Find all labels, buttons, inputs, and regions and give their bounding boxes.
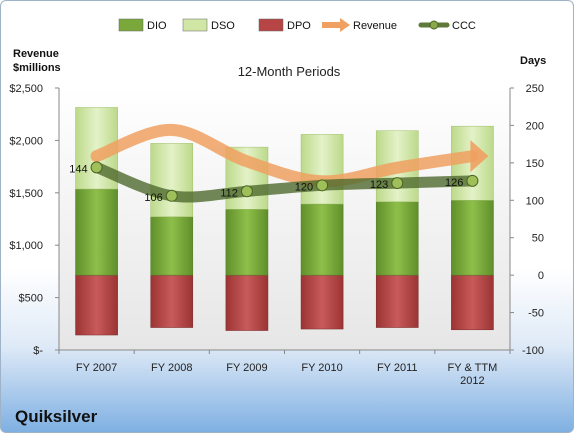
x-tick-label: FY 2007 — [76, 362, 117, 374]
legend-label-revenue: Revenue — [353, 20, 397, 32]
y-left-tick-label: $1,000 — [9, 240, 43, 252]
y-right-label: Days — [520, 55, 546, 67]
y-right-tick-label: -50 — [528, 308, 544, 320]
ccc-marker — [391, 177, 404, 190]
y-right-tick-label: -100 — [522, 345, 544, 357]
legend-label-dpo: DPO — [287, 20, 311, 32]
dio-bar — [225, 209, 269, 276]
chart-title: 12-Month Periods — [238, 64, 341, 79]
y-left-label-line1: Revenue — [13, 48, 59, 60]
x-tick-label: FY 2010 — [301, 362, 342, 374]
y-right-tick-label: 100 — [526, 195, 544, 207]
x-tick-label: FY 2011 — [377, 362, 418, 374]
legend-swatch-ccc-marker — [429, 20, 439, 30]
dpo-bar — [225, 274, 269, 331]
dpo-bar — [300, 274, 344, 330]
y-left-tick-label: $2,500 — [9, 83, 43, 95]
ccc-data-label: 123 — [370, 179, 388, 191]
ccc-marker — [90, 161, 103, 174]
dio-bar — [375, 201, 419, 276]
legend-swatch-revenue — [322, 18, 350, 32]
x-tick-label: FY & TTM — [448, 362, 498, 374]
legend-swatch-dso — [182, 18, 208, 32]
ccc-series: 144 106 112 120 123 126 — [69, 161, 479, 204]
y-left-tick-label: $- — [33, 345, 43, 357]
ccc-data-label: 120 — [295, 181, 313, 193]
y-left-tick-label: $500 — [19, 293, 43, 305]
ccc-data-label: 106 — [144, 192, 162, 204]
ccc-data-label: 112 — [220, 187, 238, 199]
ccc-marker — [466, 174, 479, 187]
revenue-arrow — [90, 123, 489, 188]
ccc-data-label: 144 — [69, 163, 87, 175]
dso-bar — [300, 134, 344, 205]
legend-swatch-dpo — [258, 18, 284, 32]
dso-bar — [150, 143, 194, 218]
y-left-tick-label: $1,500 — [9, 188, 43, 200]
legend-swatch-dio — [118, 18, 144, 32]
revenue-line — [90, 123, 479, 188]
plot-area — [59, 88, 510, 350]
y-left-tick-label: $2,000 — [9, 135, 43, 147]
company-name: Quiksilver — [15, 407, 98, 426]
dpo-bar — [375, 274, 419, 328]
dpo-bar — [75, 274, 118, 336]
dio-bar — [75, 188, 118, 276]
legend-label-dio: DIO — [147, 20, 167, 32]
y-right-tick-label: 0 — [538, 270, 544, 282]
y-right-tick-label: 250 — [526, 83, 544, 95]
y-left-label-line2: $millions — [13, 62, 61, 74]
legend-label-ccc: CCC — [452, 20, 476, 32]
revenue-arrowhead — [470, 140, 489, 173]
dpo-bar — [451, 274, 494, 331]
ccc-marker — [240, 185, 253, 198]
y-right-tick-label: 200 — [526, 120, 544, 132]
y-right-tick-label: 150 — [526, 158, 544, 170]
dpo-bar — [150, 274, 194, 328]
legend: DIO DSO DPO Revenue CCC — [118, 18, 476, 32]
dio-bar — [451, 200, 494, 276]
axes: $- $500 $1,000 $1,500 $2,000 $2,500 -100 -50 0 50… — [9, 83, 544, 387]
dio-bar — [300, 203, 344, 276]
y-right-tick-label: 50 — [532, 233, 544, 245]
legend-label-dso: DSO — [211, 20, 235, 32]
ccc-data-label: 126 — [445, 177, 463, 189]
x-tick-label: FY 2008 — [151, 362, 192, 374]
x-tick-label: 2012 — [460, 375, 484, 387]
ccc-marker — [165, 189, 178, 202]
ccc-marker — [316, 179, 329, 192]
dio-bar — [150, 216, 194, 276]
x-tick-label: FY 2009 — [226, 362, 267, 374]
